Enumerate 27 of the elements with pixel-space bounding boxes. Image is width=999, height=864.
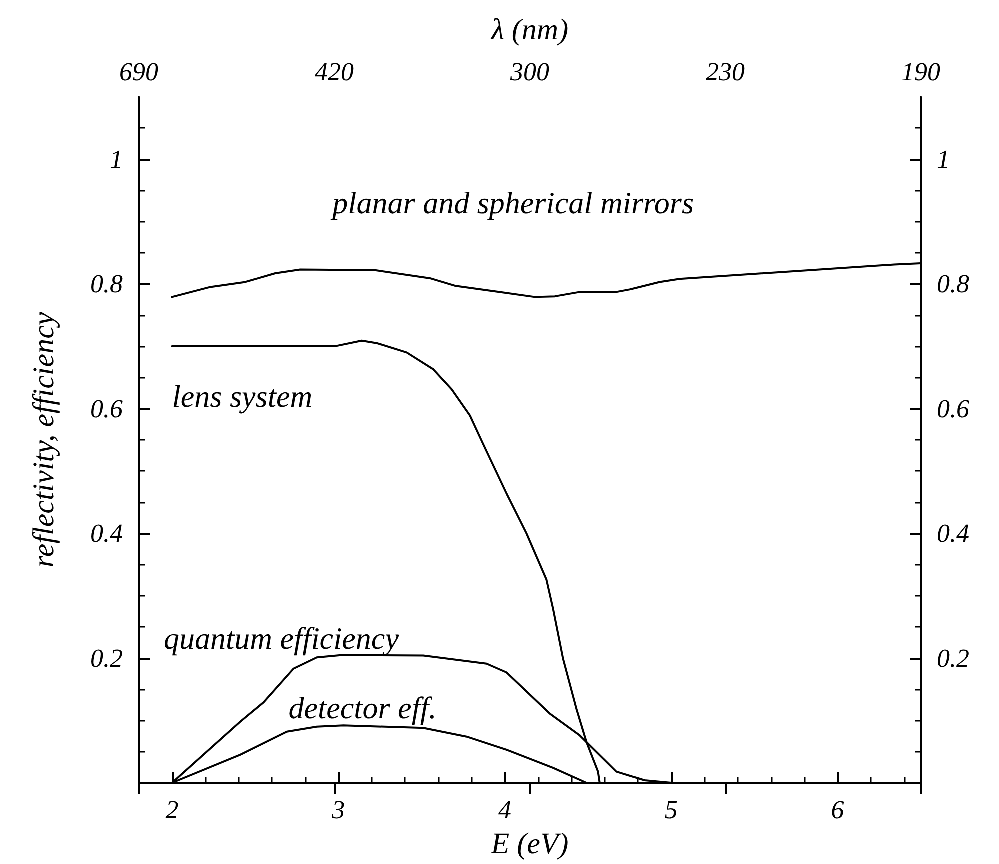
series-label: lens system: [172, 378, 313, 414]
y2-tick-label: 0.4: [937, 519, 970, 548]
series-label: detector eff.: [288, 690, 437, 726]
series-label: quantum efficiency: [164, 620, 400, 656]
y2-tick-label: 0.8: [937, 270, 970, 299]
text: 190: [902, 58, 940, 86]
text: 230: [706, 58, 745, 86]
y-axis-title: reflectivity, efficiency: [28, 312, 60, 568]
x2-axis-title: λ (nm): [490, 14, 569, 46]
x-tick-label: 4: [498, 796, 512, 824]
x-tick-label: 3: [331, 796, 346, 824]
y-tick-label: 0.4: [90, 519, 123, 548]
text: 420: [315, 58, 354, 86]
y2-tick-label: 1: [937, 144, 950, 174]
y-tick-label: 0.2: [90, 644, 123, 673]
y2-tick-label: 0.6: [937, 394, 970, 424]
x-tick-label: 2: [166, 796, 179, 824]
y-tick-label: 0.8: [90, 270, 123, 299]
y2-tick-label: 0.2: [937, 644, 970, 673]
y-tick-label: 1: [110, 144, 123, 174]
x-tick-label: 6: [831, 796, 844, 824]
text: 300: [510, 58, 550, 86]
x-tick-label: 5: [664, 796, 678, 824]
y-tick-label: 0.6: [90, 394, 123, 424]
series-label: planar and spherical mirrors: [330, 186, 694, 221]
text: 690: [120, 58, 158, 86]
x-axis-title: E (eV): [490, 828, 569, 860]
